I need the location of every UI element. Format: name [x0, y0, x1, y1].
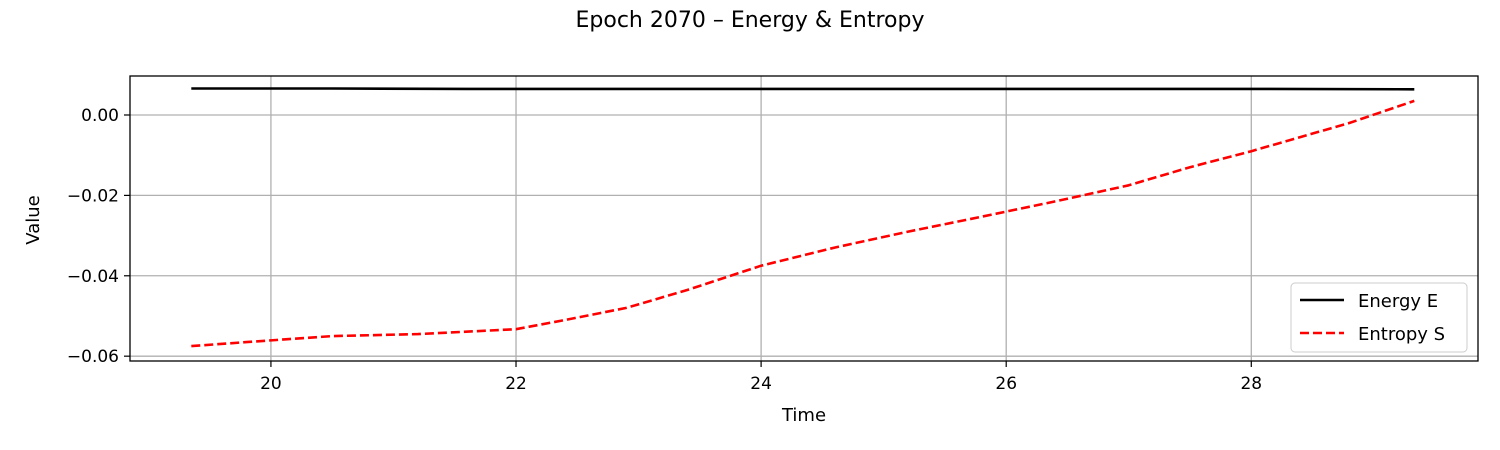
legend: Energy E Entropy S: [1290, 282, 1468, 353]
series-line-entropy: [191, 99, 1415, 348]
y-tick-label: −0.06: [67, 347, 119, 367]
grid: [130, 76, 1478, 361]
x-tick-label: 22: [505, 374, 527, 394]
x-axis-label: Time: [781, 405, 826, 426]
legend-label-energy: Energy E: [1358, 291, 1438, 312]
legend-label-entropy: Entropy S: [1358, 324, 1445, 345]
x-tick-label: 28: [1240, 374, 1262, 394]
y-axis-label: Value: [23, 195, 44, 244]
ticks: 20 22 24 26 28 0.00 −0.02 −0.04 −0.06: [67, 106, 1262, 394]
series-line-energy: [191, 87, 1415, 91]
x-tick-label: 26: [995, 374, 1017, 394]
y-tick-label: 0.00: [81, 106, 119, 126]
y-tick-label: −0.02: [67, 186, 119, 206]
series-layer: [191, 87, 1415, 348]
plot-frame: [129, 75, 1479, 362]
chart-title: Epoch 2070 – Energy & Entropy: [576, 8, 925, 33]
x-tick-label: 24: [750, 374, 772, 394]
x-tick-label: 20: [260, 374, 282, 394]
y-tick-label: −0.04: [67, 267, 119, 287]
